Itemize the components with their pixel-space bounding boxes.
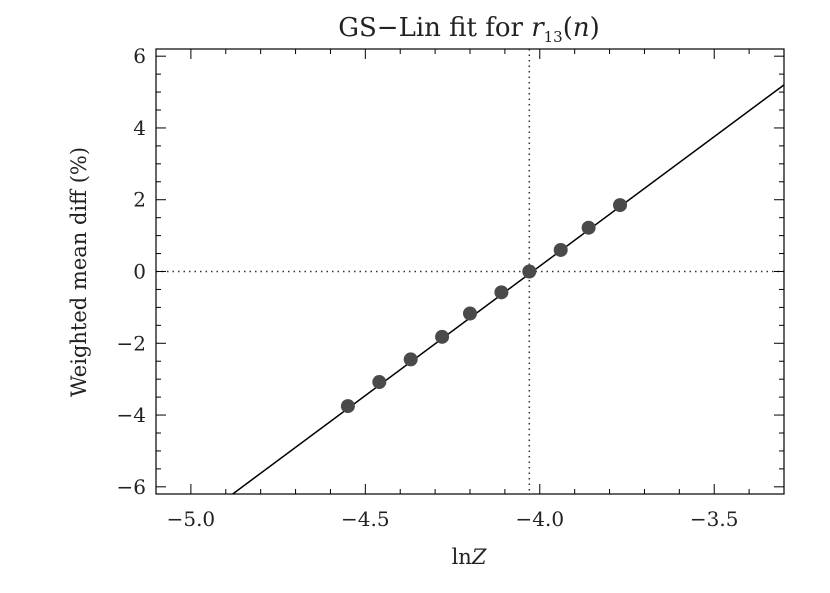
data-point: [340, 399, 355, 414]
data-point: [372, 375, 387, 390]
axis-ticks: [155, 48, 785, 495]
chart-title: GS−Lin fit for r13(n): [338, 13, 600, 46]
y-tick-label: 2: [133, 188, 146, 212]
y-tick-label: −6: [117, 475, 146, 499]
x-tick-label: −3.5: [690, 507, 739, 531]
y-tick-label: 0: [133, 260, 146, 284]
x-tick-label: −5.0: [167, 507, 216, 531]
y-tick-label: −4: [117, 403, 146, 427]
data-point: [494, 285, 509, 300]
data-point: [435, 329, 450, 344]
data-point: [403, 352, 418, 367]
fit-line-group: [232, 84, 784, 494]
data-point: [522, 264, 537, 279]
data-point: [613, 198, 628, 213]
reference-lines: [156, 49, 784, 494]
y-tick-label: 4: [133, 116, 146, 140]
data-point: [553, 242, 568, 257]
tick-labels: −5.0 −4.5 −4.0 −3.5 −6 −4 −2 0 2 4 6: [117, 44, 739, 531]
data-point: [463, 306, 477, 321]
x-tick-label: −4.5: [341, 507, 390, 531]
x-tick-label: −4.0: [515, 507, 564, 531]
fit-line: [232, 84, 784, 494]
y-axis-label: Weighted mean diff (%): [67, 147, 91, 397]
x-axis-label: lnZ: [452, 545, 487, 569]
y-tick-label: 6: [133, 44, 146, 68]
y-tick-label: −2: [117, 331, 146, 355]
data-point: [581, 220, 596, 235]
data-points: [340, 198, 628, 414]
